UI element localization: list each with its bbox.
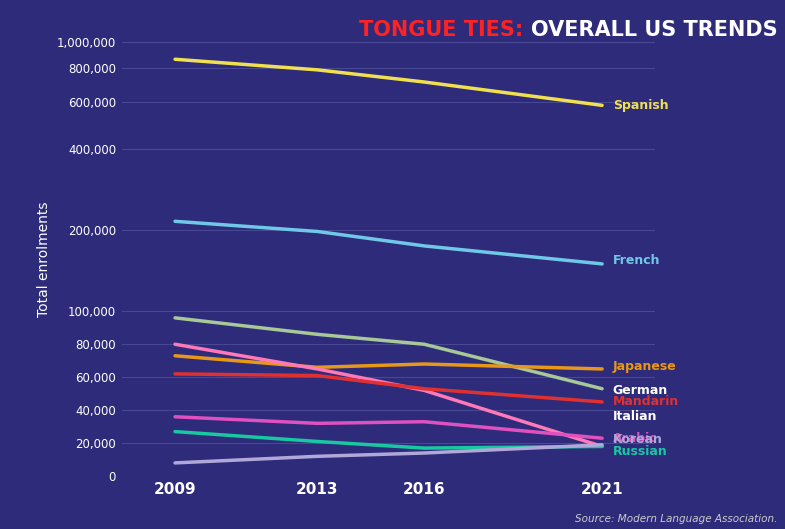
Text: Russian: Russian (613, 445, 667, 458)
Text: German: German (613, 385, 668, 397)
Text: Korean: Korean (613, 433, 663, 446)
Text: Spanish: Spanish (613, 99, 668, 112)
Text: TONGUE TIES:: TONGUE TIES: (359, 21, 531, 40)
Text: Arabic: Arabic (613, 432, 657, 445)
Text: OVERALL US TRENDS: OVERALL US TRENDS (531, 21, 777, 40)
Text: Japanese: Japanese (613, 360, 677, 373)
Text: Mandarin: Mandarin (613, 395, 679, 408)
Text: Italian: Italian (613, 411, 657, 423)
Y-axis label: Total enrolments: Total enrolments (38, 202, 51, 317)
Text: French: French (613, 253, 660, 267)
Text: Source: Modern Language Association.: Source: Modern Language Association. (575, 514, 777, 524)
